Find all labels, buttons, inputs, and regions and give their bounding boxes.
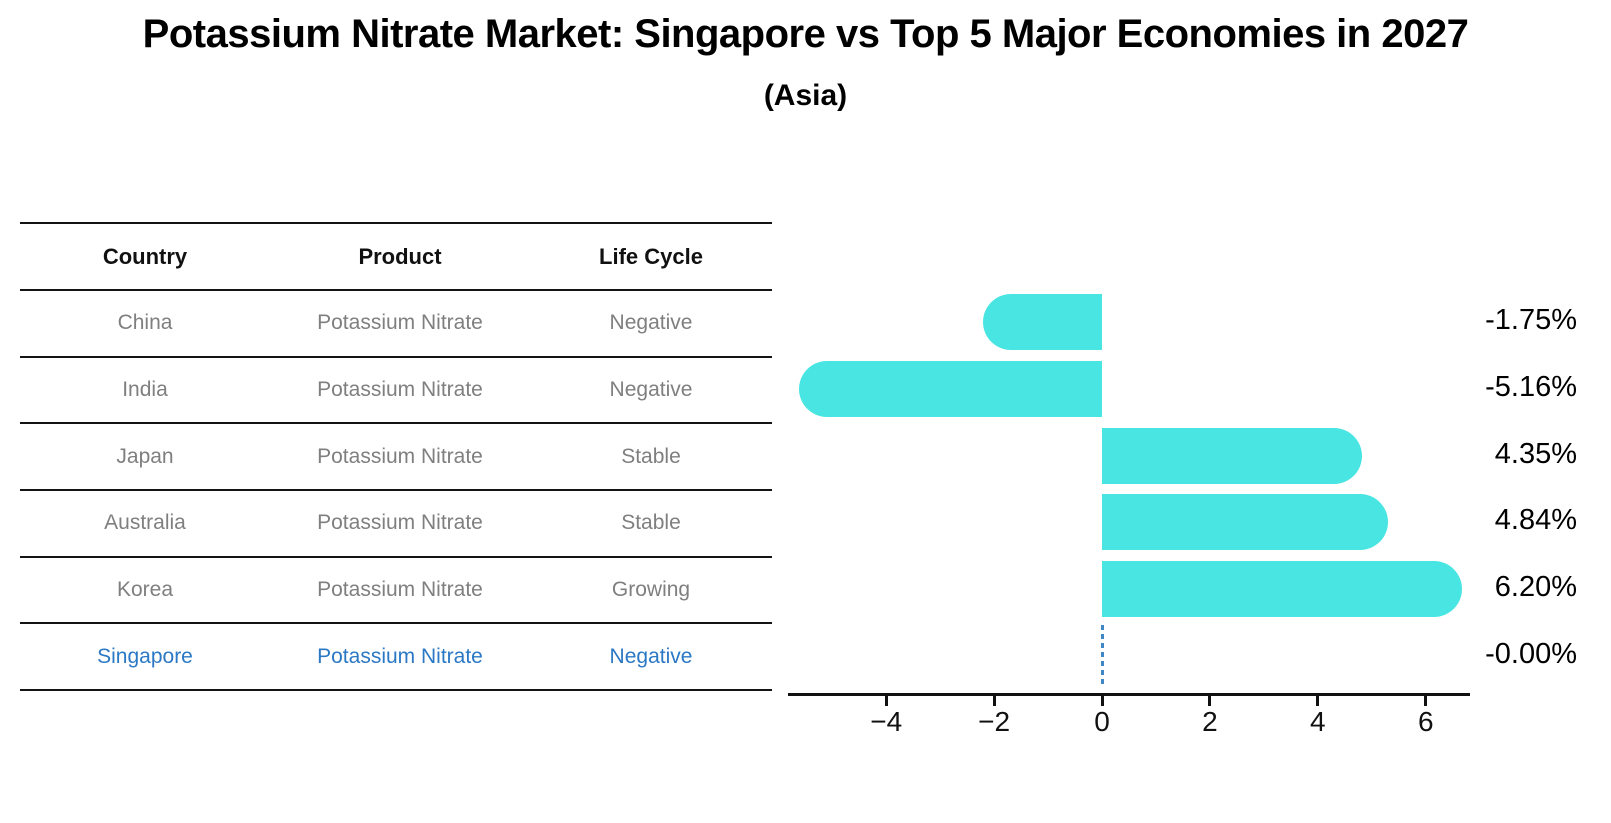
page-title: Potassium Nitrate Market: Singapore vs T…	[142, 12, 1469, 56]
cell-country: Australia	[104, 511, 186, 535]
cell-country: Korea	[116, 577, 174, 601]
table-row-india: India Potassium Nitrate Negative	[20, 358, 772, 425]
cell-country: Japan	[116, 444, 174, 468]
cell-product: Potassium Nitrate	[317, 444, 483, 468]
cell-country: India	[122, 377, 168, 401]
cell-product: Potassium Nitrate	[317, 377, 483, 401]
cell-country: Singapore	[97, 644, 193, 668]
cell-country: China	[117, 311, 173, 335]
cell-life-cycle: Negative	[609, 377, 693, 401]
cell-life-cycle: Growing	[611, 577, 691, 601]
x-tick-2	[1208, 696, 1212, 706]
table-row-china: China Potassium Nitrate Negative	[20, 291, 772, 358]
x-tick-label--4: −4	[870, 706, 903, 737]
header-life-cycle: Life Cycle	[599, 243, 703, 269]
header-product: Product	[358, 243, 442, 269]
cell-life-cycle: Negative	[609, 644, 693, 668]
header-country: Country	[102, 243, 188, 269]
x-tick-label-2: 2	[1202, 706, 1218, 737]
x-tick-label-0: 0	[1094, 706, 1110, 737]
x-tick-label-4: 4	[1310, 706, 1326, 737]
x-tick-6	[1424, 696, 1428, 706]
value-label-singapore: -0.00%	[1485, 637, 1577, 670]
value-label-japan: 4.35%	[1494, 437, 1577, 470]
bar-korea	[1102, 561, 1462, 617]
cell-product: Potassium Nitrate	[317, 311, 483, 335]
value-label-australia: 4.84%	[1494, 504, 1577, 537]
cell-product: Potassium Nitrate	[317, 511, 483, 535]
x-tick-label-6: 6	[1417, 706, 1434, 737]
table-row-singapore: Singapore Potassium Nitrate Negative	[20, 624, 772, 691]
value-label-korea: 6.20%	[1494, 571, 1577, 603]
table-row-australia: Australia Potassium Nitrate Stable	[20, 491, 772, 558]
value-label-china: -1.75%	[1485, 304, 1577, 337]
table-header-row: Country Product Life Cycle	[20, 224, 772, 291]
x-tick-4	[1316, 696, 1320, 706]
table-row-korea: Korea Potassium Nitrate Growing	[20, 558, 772, 625]
x-tick-0	[1100, 696, 1104, 706]
bar-japan	[1102, 427, 1362, 484]
x-axis-line	[788, 693, 1470, 696]
zero-dashed-marker-singapore	[1100, 624, 1104, 687]
x-tick--2	[992, 696, 996, 706]
bar-china	[982, 294, 1103, 351]
x-tick--4	[884, 696, 888, 706]
cell-life-cycle: Stable	[621, 444, 681, 468]
table-row-japan: Japan Potassium Nitrate Stable	[20, 424, 772, 491]
comparison-table: Country Product Life Cycle China Potassi…	[20, 222, 772, 691]
cell-life-cycle: Negative	[609, 311, 693, 335]
bar-australia	[1102, 494, 1389, 551]
page-subtitle: (Asia)	[763, 79, 848, 112]
cell-product: Potassium Nitrate	[317, 644, 483, 668]
bar-india	[798, 361, 1103, 417]
value-label-india: -5.16%	[1485, 371, 1577, 403]
x-tick-label--2: −2	[978, 706, 1011, 737]
cell-product: Potassium Nitrate	[317, 577, 483, 601]
cell-life-cycle: Stable	[621, 511, 681, 535]
